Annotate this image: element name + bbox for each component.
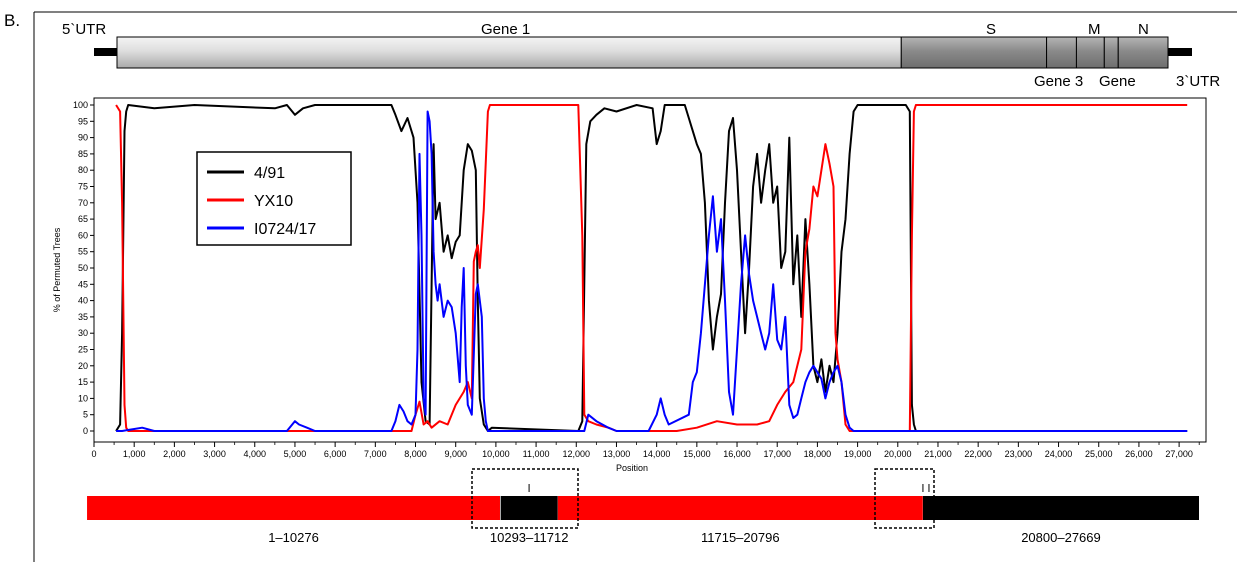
y-tick-label: 35: [78, 312, 88, 322]
recomb-segment: [500, 496, 558, 520]
x-tick-label: 20,000: [884, 449, 912, 459]
legend-label: YX10: [254, 193, 293, 210]
y-tick-label: 20: [78, 361, 88, 371]
y-tick-label: 50: [78, 263, 88, 273]
y-tick-label: 45: [78, 279, 88, 289]
x-tick-label: 4,000: [243, 449, 266, 459]
y-tick-label: 40: [78, 296, 88, 306]
x-tick-label: 25,000: [1085, 449, 1113, 459]
genome-segment-m: [1075, 36, 1105, 69]
x-axis-label: Position: [616, 463, 648, 473]
genome-map: 5`UTR Gene 1 S M N Gene 3 Gene 3`UTR: [62, 21, 1220, 90]
m-gene-label: M: [1088, 21, 1101, 38]
y-tick-label: 95: [78, 116, 88, 126]
y-tick-label: 0: [83, 426, 88, 436]
y-tick-label: 85: [78, 149, 88, 159]
y-tick-label: 90: [78, 133, 88, 143]
recomb-segment-label: 11715–20796: [701, 530, 780, 545]
x-tick-label: 15,000: [683, 449, 711, 459]
recomb-segment: [87, 496, 500, 520]
recombination-map: 1–10276 10293–11712 11715–20796 20800–27669: [87, 468, 1199, 545]
series-line-i0724-17: [116, 110, 1188, 432]
x-tick-label: 27,000: [1165, 449, 1193, 459]
y-tick-label: 70: [78, 198, 88, 208]
x-tick-label: 13,000: [603, 449, 631, 459]
x-tick-label: 26,000: [1125, 449, 1153, 459]
x-tick-label: 3,000: [203, 449, 226, 459]
y-tick-label: 15: [78, 377, 88, 387]
x-tick-label: 16,000: [723, 449, 751, 459]
genome-segment-n: [1117, 36, 1169, 69]
y-tick-label: 30: [78, 328, 88, 338]
panel-label: B.: [4, 11, 20, 30]
y-tick-label: 75: [78, 182, 88, 192]
n-gene-label: N: [1138, 21, 1149, 38]
genome-segment-s: [900, 36, 1048, 69]
y-tick-label: 65: [78, 214, 88, 224]
utr3-label: 3`UTR: [1176, 73, 1220, 90]
y-tick-label: 55: [78, 247, 88, 257]
legend: 4/91 YX10 I0724/17: [196, 151, 352, 246]
x-tick-label: 8,000: [404, 449, 427, 459]
y-tick-label: 80: [78, 165, 88, 175]
series-line-yx10: [115, 104, 1188, 432]
breakpoint-box-2: [874, 468, 935, 529]
x-tick-label: 1,000: [123, 449, 146, 459]
recomb-segment-label: 1–10276: [268, 530, 319, 545]
x-tick-label: 10,000: [482, 449, 510, 459]
s-gene-label: S: [986, 21, 996, 38]
recomb-segment-label: 20800–27669: [1021, 530, 1101, 545]
y-tick-label: 10: [78, 393, 88, 403]
x-tick-label: 5,000: [284, 449, 307, 459]
legend-label: I0724/17: [254, 221, 316, 238]
x-tick-label: 11,000: [523, 449, 550, 459]
y-tick-label: 5: [83, 410, 88, 420]
x-tick-label: 14,000: [643, 449, 671, 459]
x-tick-label: 24,000: [1045, 449, 1073, 459]
genome-segment-gene-5: [1103, 36, 1119, 69]
bootscan-plot: 0 5 10 15 20 25 30 35 40 45 50 55 60 65 70 75 80 85 90 95 10…: [52, 97, 1207, 473]
x-tick-label: 22,000: [964, 449, 992, 459]
gene1-label: Gene 1: [481, 21, 530, 38]
breakpoint-box-1: [471, 468, 579, 529]
x-tick-label: 6,000: [324, 449, 347, 459]
gene3-label: Gene 3: [1034, 73, 1083, 90]
recomb-segment: [557, 496, 923, 520]
plot-frame: [93, 97, 1207, 443]
x-tick-label: 12,000: [563, 449, 591, 459]
legend-label: 4/91: [254, 165, 285, 182]
recomb-segment-label: 10293–11712: [490, 530, 569, 545]
genome-segment-gene-3: [1046, 36, 1077, 69]
x-tick-label: 17,000: [763, 449, 791, 459]
x-tick-label: 7,000: [364, 449, 387, 459]
x-tick-label: 0: [91, 449, 96, 459]
x-tick-label: 21,000: [924, 449, 952, 459]
utr5-label: 5`UTR: [62, 21, 106, 38]
y-axis-label: % of Permuted Trees: [52, 227, 62, 312]
utr5-bar: [94, 48, 118, 56]
y-tick-label: 100: [73, 100, 88, 110]
recomb-segment: [922, 496, 1199, 520]
gene5-label: Gene: [1099, 73, 1136, 90]
utr3-bar: [1168, 48, 1192, 56]
x-tick-label: 19,000: [844, 449, 872, 459]
x-tick-label: 9,000: [444, 449, 467, 459]
y-tick-label: 60: [78, 230, 88, 240]
x-tick-label: 18,000: [804, 449, 832, 459]
genome-segment-gene-1: [116, 36, 902, 69]
x-tick-label: 2,000: [163, 449, 186, 459]
x-tick-label: 23,000: [1005, 449, 1033, 459]
y-tick-label: 25: [78, 345, 88, 355]
